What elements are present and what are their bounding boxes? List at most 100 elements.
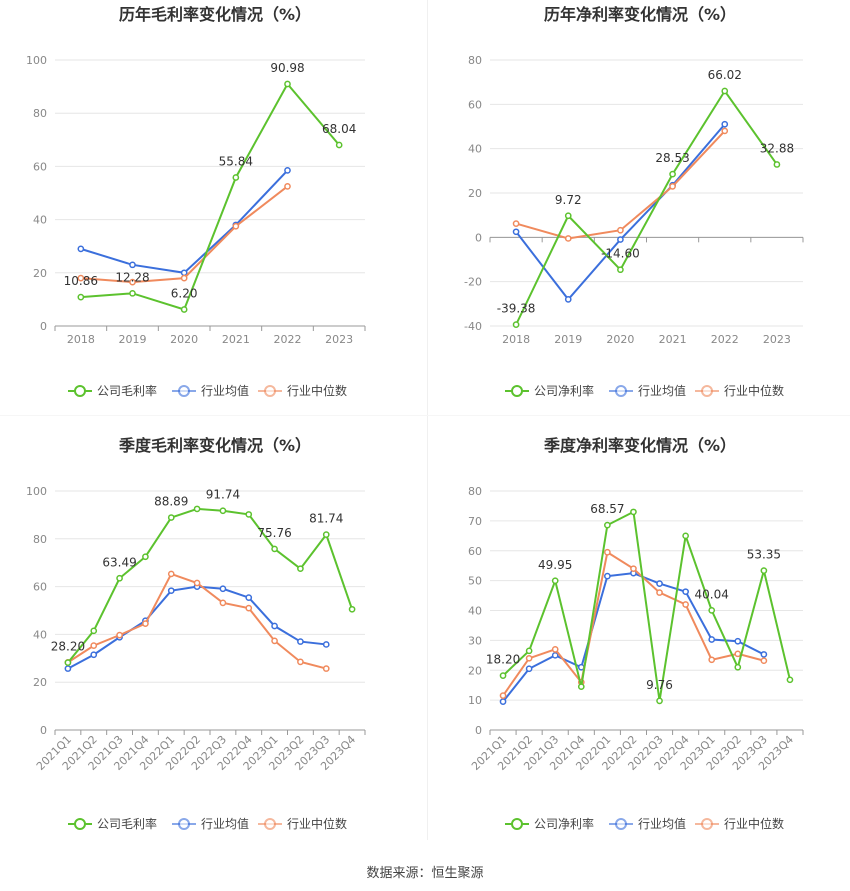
data-point-median [734,650,742,658]
data-point-average [245,594,253,601]
data-label: -39.38 [497,302,536,316]
data-point-company [116,574,123,582]
data-point-median [551,645,559,653]
data-point-company [64,659,72,666]
data-point-median [116,631,123,639]
data-label: 55.84 [219,154,253,168]
data-point-average [525,665,533,673]
y-tick-label: 0 [475,724,482,737]
y-tick-label: 80 [33,107,47,120]
chart-title: 历年净利率变化情况（%） [544,5,736,24]
chart-1: 历年毛利率变化情况（%） 0 20 40 60 80 100 2018 2019 2020 2021… [26,5,366,398]
data-point-median [245,604,253,612]
data-point-average [271,622,278,630]
legend-swatch-marker [511,385,523,397]
series-line-average [80,169,289,274]
y-tick-label: -20 [464,276,482,289]
data-point-median [322,665,330,672]
panel-divider-horizontal [0,415,850,416]
y-tick-label: 0 [475,231,482,244]
data-point-median [180,274,188,282]
data-label: 10.86 [64,274,98,288]
data-point-average [167,587,175,595]
legend-swatch-marker [178,818,190,830]
legend-label: 行业中位数 [724,816,784,831]
panel-divider-vertical [427,0,428,840]
y-tick-label: 70 [468,515,482,528]
data-point-company [773,161,781,168]
data-point-median [682,601,689,608]
data-label: 40.04 [695,587,729,601]
y-tick-label: 50 [468,575,482,588]
data-label: 28.53 [655,151,689,165]
y-tick-label: 60 [468,98,482,111]
y-tick-label: 80 [33,533,47,546]
data-point-company [193,505,201,513]
y-tick-label: 20 [33,267,47,280]
data-point-company [604,521,611,529]
data-point-median [564,235,572,242]
y-tick-label: 80 [468,54,482,67]
data-point-median [284,183,291,190]
x-tick-label: 2018 [502,333,530,346]
data-point-average [721,120,729,128]
y-tick-label: 40 [33,628,47,641]
y-tick-label: 20 [468,664,482,677]
data-point-median [525,654,533,662]
data-point-average [297,638,304,645]
chart-title: 季度净利率变化情况（%） [543,436,736,455]
data-point-company [90,627,98,635]
data-point-company [734,663,742,671]
data-label: -14.60 [601,247,640,261]
legend-swatch-marker [74,818,86,830]
data-point-median [760,657,768,665]
data-label: 49.95 [538,558,572,572]
legend-swatch-marker [178,385,190,397]
data-point-company [232,174,240,181]
data-point-average [129,261,136,269]
data-point-median [604,548,611,556]
data-label: 90.98 [270,61,304,75]
series-line-average [67,585,327,670]
y-tick-label: 40 [468,143,482,156]
data-source-note: 数据来源：恒生聚源 [366,866,484,881]
data-point-average [734,637,742,645]
legend-label: 行业均值 [201,383,249,398]
legend-label: 行业中位数 [287,816,347,831]
data-point-company [348,605,356,613]
data-point-company [499,672,507,679]
legend-label: 公司毛利率 [97,383,157,398]
series-line-company [502,510,791,701]
chart-3: 季度毛利率变化情况（%）0204060801002021Q12021Q22021… [26,436,366,831]
data-point-average [760,651,768,658]
x-tick-label: 2023 [325,333,353,346]
data-point-company [551,577,559,585]
data-point-median [129,278,136,286]
data-point-company [721,87,729,95]
data-label: 66.02 [708,68,742,82]
data-point-company [512,321,520,328]
data-point-median [167,570,175,578]
data-point-median [297,658,304,666]
y-tick-label: 40 [33,214,47,227]
legend-swatch-marker [74,385,86,397]
data-point-average [604,572,611,580]
data-label: 9.76 [646,678,673,692]
data-point-median [232,222,240,230]
data-point-company [708,607,716,614]
data-point-median [708,656,716,664]
data-point-company [760,567,768,574]
data-point-company [284,80,291,88]
data-point-company [577,683,585,691]
data-point-company [630,508,637,516]
series-line-median [515,130,726,240]
data-point-average [656,580,663,587]
chart-title: 历年毛利率变化情况（%） [119,5,311,24]
data-point-average [322,641,330,648]
data-point-average [77,245,85,253]
data-label: 6.20 [171,287,198,301]
data-point-company [142,553,149,561]
data-point-company [219,507,227,515]
